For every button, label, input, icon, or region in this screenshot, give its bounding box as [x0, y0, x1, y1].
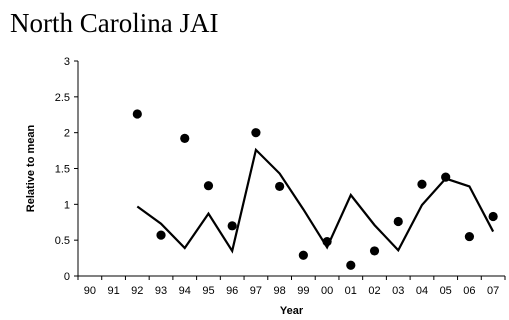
data-point	[417, 179, 427, 189]
data-point	[393, 216, 403, 227]
x-tick-label: 98	[274, 285, 286, 297]
data-point	[180, 133, 190, 143]
y-tick-label: 0	[64, 271, 70, 283]
data-point	[488, 211, 498, 222]
series-line-group	[136, 147, 495, 254]
x-tick-label: 02	[368, 285, 380, 297]
x-tick-label: 91	[107, 285, 119, 297]
data-point	[251, 128, 261, 138]
y-tick-label: 2	[64, 128, 70, 140]
y-tick-label: 0.5	[55, 235, 70, 247]
series-line	[136, 147, 495, 254]
data-point	[369, 246, 380, 256]
data-point	[441, 172, 451, 182]
data-point	[227, 221, 237, 231]
x-tick-label: 94	[179, 285, 191, 297]
axes	[77, 61, 505, 277]
x-axis-label: Year	[280, 305, 304, 317]
x-tick-label: 03	[392, 285, 404, 297]
y-tick-label: 2.5	[55, 92, 70, 104]
data-point	[275, 181, 285, 192]
x-tick-label: 01	[345, 285, 357, 297]
data-point	[156, 230, 166, 240]
series-points-group	[132, 109, 498, 270]
y-axis-label: Relative to mean	[25, 125, 37, 213]
x-tick-label: 04	[416, 285, 428, 297]
x-tick-label: 99	[297, 285, 309, 297]
x-tick-label: 96	[226, 285, 238, 297]
x-ticks: 90 91 92 93 94 95 96 97 98 99 00 01 02 03 04 05 06 07	[77, 276, 506, 297]
data-point	[346, 260, 356, 270]
x-tick-label: 06	[463, 285, 475, 297]
y-ticks: 0 0.5 1 1.5 2 2.5 3	[55, 56, 78, 283]
data-point	[298, 250, 308, 260]
x-tick-label: 93	[155, 285, 167, 297]
data-point	[203, 181, 214, 191]
x-tick-label: 05	[440, 285, 452, 297]
data-point	[132, 109, 142, 119]
y-tick-label: 1	[64, 199, 70, 211]
data-point	[322, 237, 332, 247]
y-tick-label: 3	[64, 56, 70, 68]
x-tick-label: 00	[321, 285, 333, 297]
y-tick-label: 1.5	[55, 164, 70, 176]
x-tick-label: 07	[487, 285, 499, 297]
data-point	[464, 231, 475, 242]
x-tick-label: 90	[84, 285, 96, 297]
x-tick-label: 92	[131, 285, 143, 297]
chart-title: North Carolina JAI	[10, 8, 219, 38]
x-tick-label: 95	[202, 285, 214, 297]
x-tick-label: 97	[250, 285, 262, 297]
